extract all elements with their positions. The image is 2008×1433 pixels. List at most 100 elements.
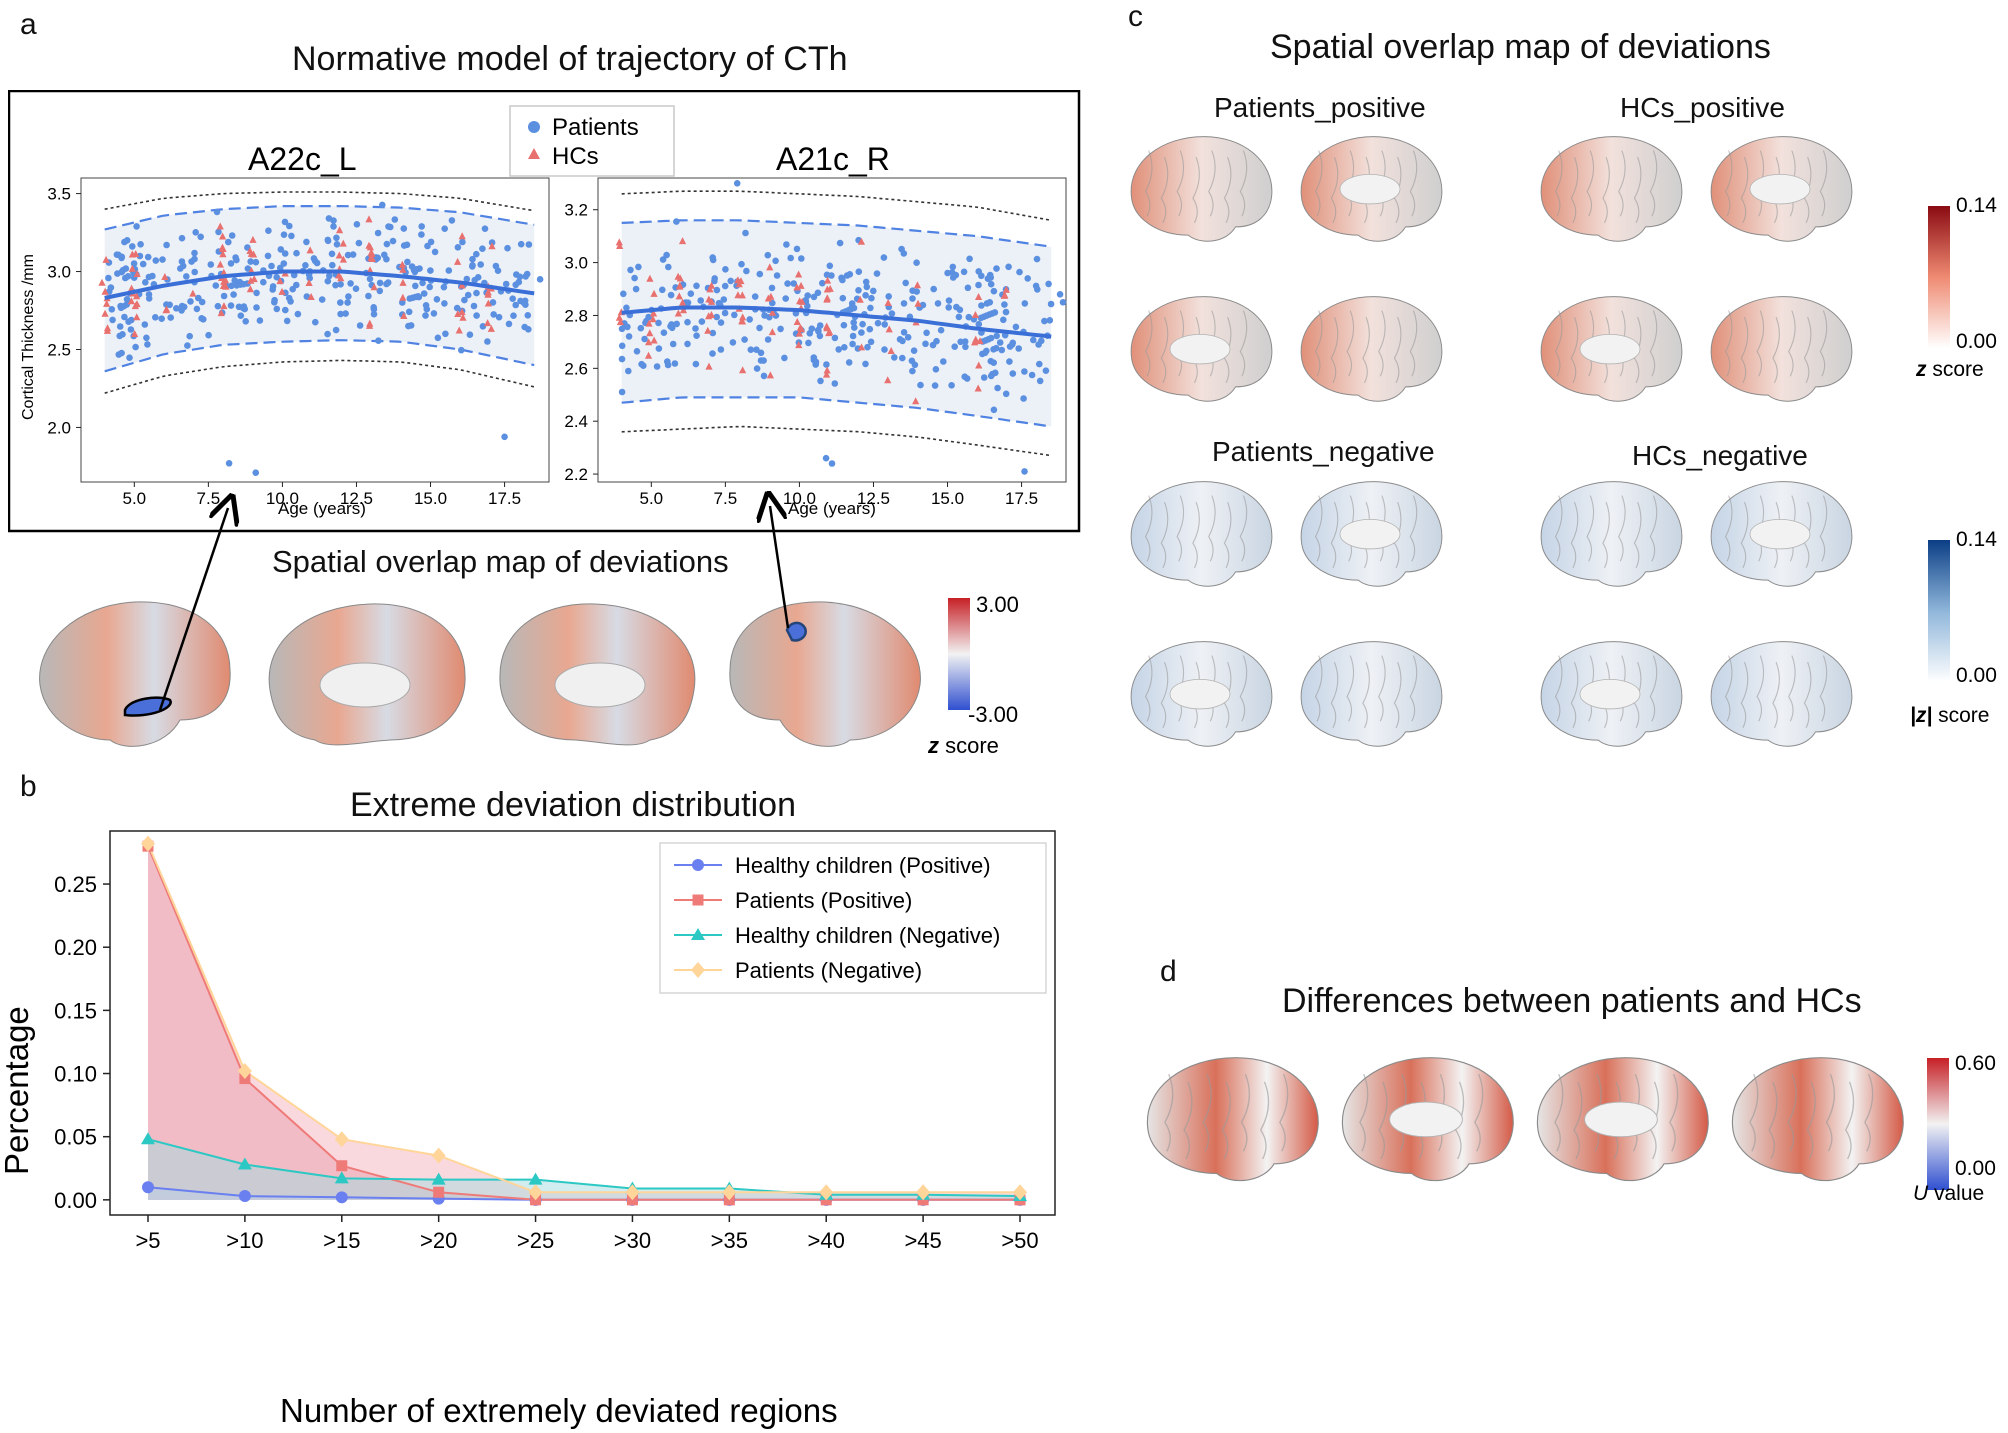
left-scatter-plot: 5.0 7.5 10.0 12.5 15.0 17.52.02.53.03.5 Age (… [20,177,550,518]
right-patient-point [1006,343,1014,350]
right-xtick-label: 10.0 [783,489,816,508]
right-patient-point [909,367,916,375]
right-hc-point [646,329,654,337]
left-hc-point [458,281,466,289]
right-extreme-point [1021,468,1028,475]
left-patient-point [144,341,151,348]
right-patient-point [655,345,663,352]
line-xtick-label: >50 [1001,1228,1038,1253]
series-line-2 [147,1138,1021,1198]
left-patient-point [141,321,149,328]
right-patient-point [777,325,784,333]
right-hc-point [616,318,625,326]
left-hc-point [132,292,141,300]
series-line-1 [147,845,1020,1201]
right-hc-point [768,328,776,336]
trajectory-legend [509,105,675,177]
left-hc-point [307,293,315,301]
right-patient-point [727,277,734,285]
left-patient-point [105,274,112,282]
right-patient-point [631,274,638,282]
left-xtick-label: 10.0 [266,489,299,508]
panel-c-title: Spatial overlap map of deviations [1270,28,1771,66]
left-patient-point [370,304,378,311]
left-hc-point [218,232,227,240]
left-patient-point [488,239,496,246]
series-3-point [916,1184,931,1201]
left-patient-point [108,306,116,313]
right-patient-point [760,372,768,380]
left-patient-point [268,262,275,270]
right-xtick-label: 12.5 [857,489,890,508]
left-patient-point [233,256,240,264]
left-hc-point [103,326,111,334]
right-patient-point [742,229,749,237]
left-patient-point [109,316,116,324]
right-patient-point [1020,395,1027,402]
right-patient-point [850,319,857,326]
right-patient-point [993,265,1000,272]
series-3-point [141,835,155,852]
left-patient-point [142,279,149,286]
right-patient-point [992,344,1000,352]
left-patient-point [509,295,516,302]
right-patient-point [874,319,882,327]
left-patient-point [214,302,222,310]
series-2-point [431,1172,446,1185]
right-patient-point [772,257,779,265]
right-patient-point [751,293,759,300]
right-hc-point [705,295,713,303]
hcs-negative-brain-0-icon [1540,481,1683,587]
right-patient-point [949,263,957,271]
left-patient-point [333,234,340,242]
right-patient-point [660,329,668,336]
left-patient-point [333,241,341,248]
series-0-point [142,1181,154,1194]
right-patient-point [994,384,1001,392]
left-patient-point [441,300,448,307]
left-patient-point [191,255,198,263]
left-patient-point [383,280,390,288]
left-patient-point [376,287,384,295]
hcs-negative-brain-3-icon [1710,641,1853,747]
right-patient-point [831,380,839,387]
left-patient-point [473,250,480,258]
brain-lateral-right-icon [729,601,921,747]
right-patient-point [835,346,842,353]
panel-letter-b: b [20,770,37,803]
left-patient-point [385,223,392,230]
right-patient-point [900,250,908,257]
left-patient-point [116,323,124,330]
right-patient-point [910,347,918,355]
right-hc-point [615,313,624,321]
right-patient-point [618,325,626,333]
right-patient-point [711,277,718,285]
left-patient-point [265,227,272,234]
left-patient-point [136,252,144,260]
left-patient-point [405,308,413,316]
series-3-point [237,1063,252,1079]
right-patient-point [987,274,994,281]
left-extreme-point [252,469,260,476]
left-extreme-point [225,459,233,467]
right-patient-point [1038,337,1045,345]
left-patient-point [469,255,476,263]
right-patient-point [667,291,675,299]
left-patient-point [310,255,318,262]
left-hc-point [127,297,136,305]
series-3-point [334,1131,349,1148]
right-patient-point [618,388,626,396]
right-patient-point [945,297,953,304]
left-patient-point [324,236,332,244]
right-patient-point [934,300,942,307]
right-patient-point [1016,268,1023,276]
hcs-negative-brain-1-icon [1710,481,1853,587]
left-patient-point [470,302,478,310]
left-patient-point [240,280,247,288]
left-hc-point [458,232,466,240]
left-patient-point [355,239,363,247]
right-patient-point [983,347,990,355]
right-patient-point [618,355,626,363]
right-patient-point [625,367,632,375]
right-patient-point [645,313,652,321]
